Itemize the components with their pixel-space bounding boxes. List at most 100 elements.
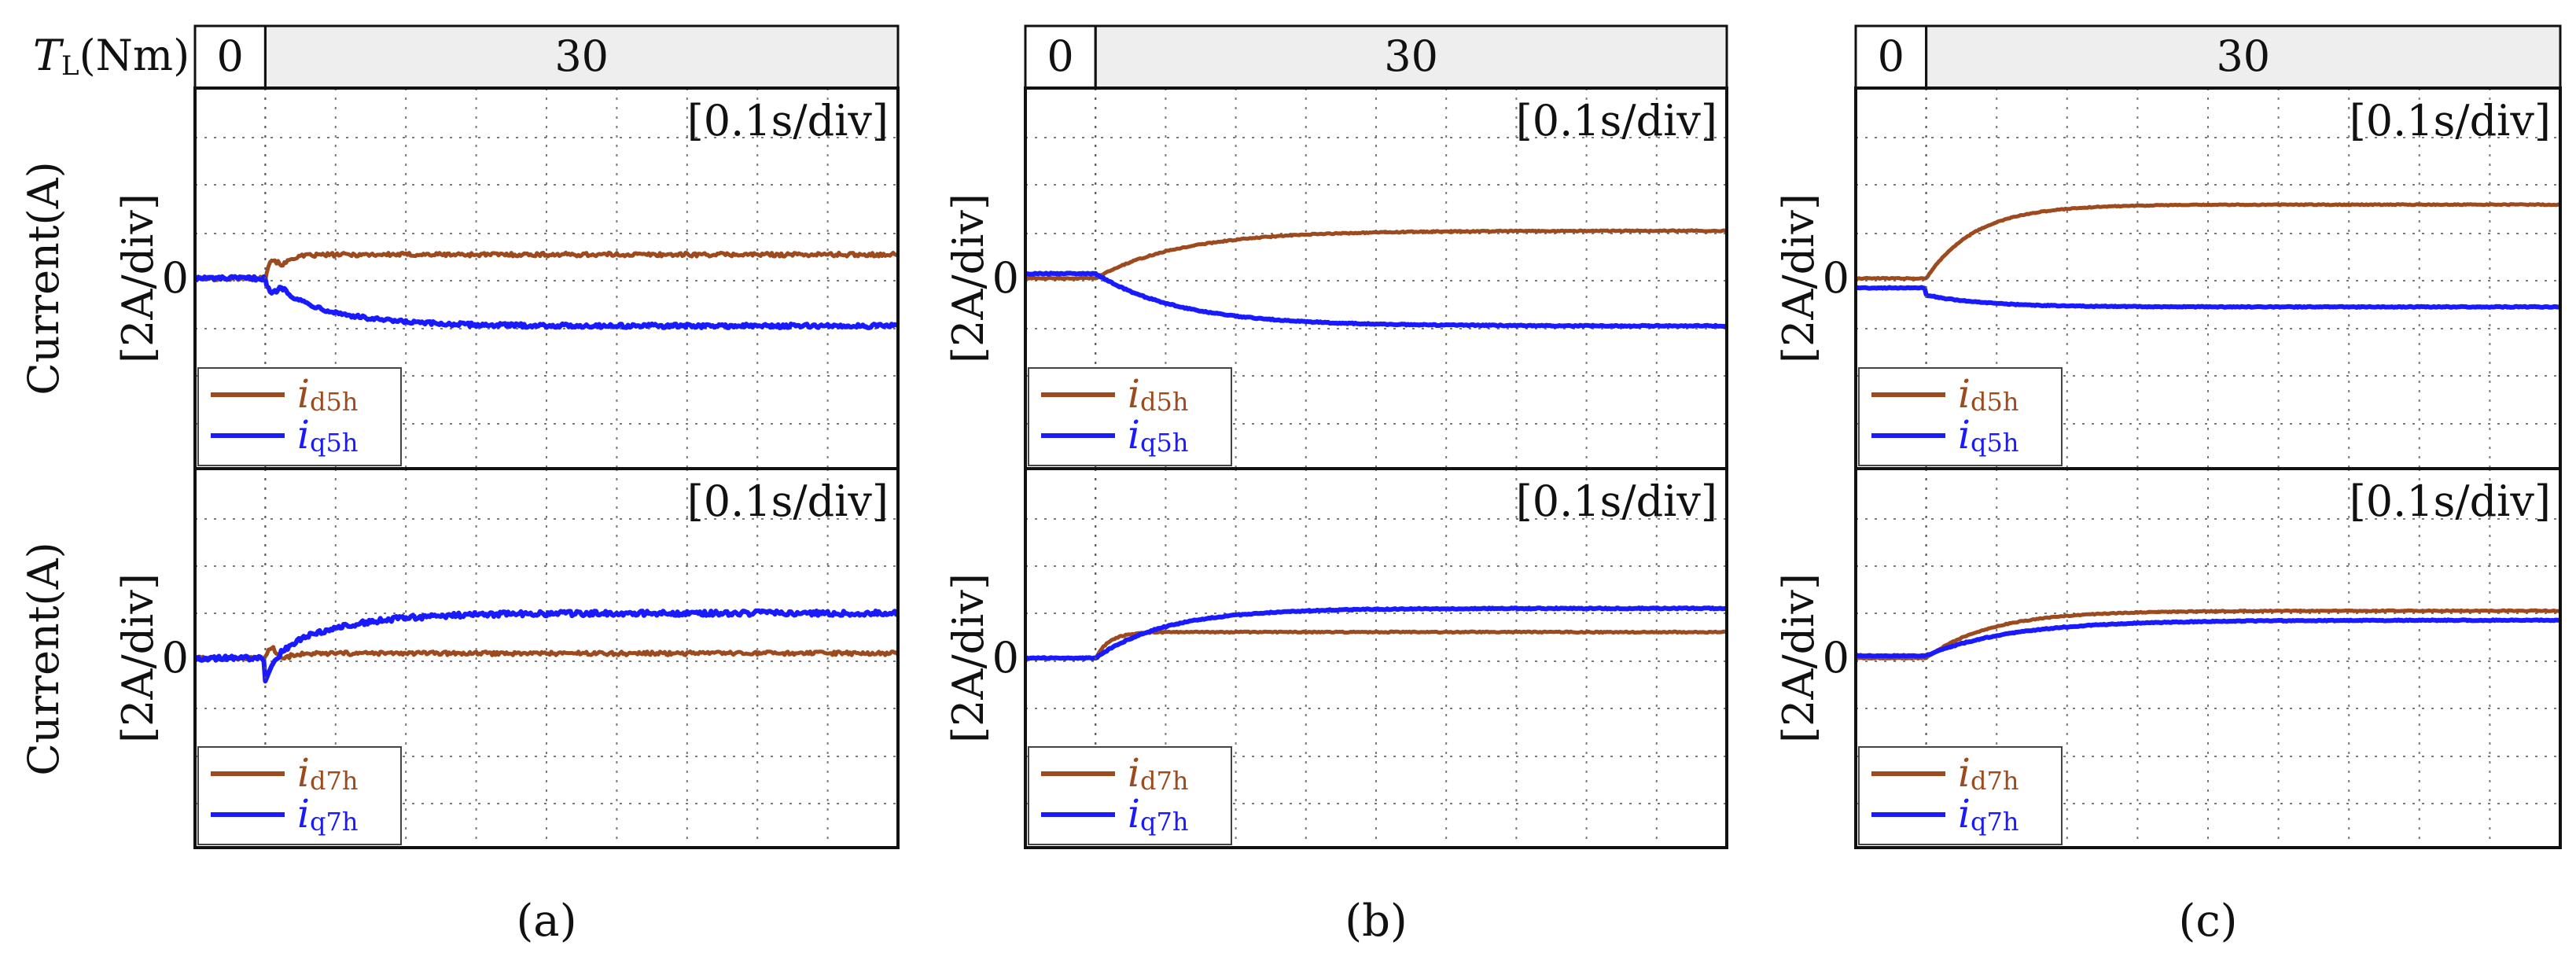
- legend-subscript: q7h: [310, 807, 358, 837]
- legend-entry: id7h: [297, 750, 358, 796]
- plot-frame: [1854, 467, 2562, 849]
- legend-box: [1028, 746, 1232, 845]
- legend-symbol: i: [1128, 750, 1140, 796]
- legend-box: [1858, 746, 2063, 845]
- legend-subscript: d7h: [1140, 766, 1188, 796]
- series-line-id5h: [1856, 202, 2560, 281]
- zero-tick-label: 0: [1823, 633, 1849, 682]
- legend-subscript: q5h: [310, 428, 358, 458]
- panel-caption: (b): [1345, 896, 1408, 947]
- legend-entry: iq7h: [297, 791, 358, 837]
- chart-panel-1: 0 30[0.1s/div][2A/div]0id5hiq5h[0.1s/div]…: [113, 24, 900, 947]
- load-value-before: 0: [217, 31, 244, 81]
- legend-box: [1028, 367, 1232, 466]
- series-group: [1856, 608, 2560, 660]
- legend-subscript: q7h: [1140, 807, 1188, 837]
- zero-tick-label: 0: [992, 253, 1019, 303]
- load-torque-symbol: T: [33, 31, 64, 80]
- series-group: [1025, 228, 1727, 329]
- series-line-iq7h: [1856, 617, 2560, 659]
- legend-subscript: d5h: [310, 387, 358, 417]
- legend-subscript: q5h: [1971, 428, 2018, 458]
- time-div-label: [0.1s/div]: [2350, 96, 2551, 145]
- zero-tick-label: 0: [162, 633, 189, 682]
- load-value-after: 30: [1384, 31, 1438, 81]
- load-value-before: 0: [1047, 31, 1073, 81]
- y-div-label: [2A/div]: [1774, 573, 1823, 743]
- figure-group: TL(Nm)Current(A)Current(A)0 30[0.1s/div][…: [19, 24, 2562, 947]
- legend-subscript: d5h: [1971, 387, 2018, 417]
- series-line-iq5h: [195, 274, 898, 330]
- time-div-label: [0.1s/div]: [1516, 476, 1717, 526]
- legend-entry: iq7h: [1128, 791, 1188, 837]
- series-line-iq5h: [1856, 285, 2560, 310]
- series-line-id7h: [1856, 608, 2560, 660]
- legend-symbol: i: [1958, 412, 1971, 458]
- load-value-after: 30: [554, 31, 609, 81]
- time-div-label: [0.1s/div]: [1516, 96, 1717, 145]
- load-value-after: 30: [2216, 31, 2270, 81]
- y-div-label: [2A/div]: [113, 193, 163, 363]
- legend-entry: id5h: [1958, 371, 2018, 417]
- time-div-label: [0.1s/div]: [2350, 476, 2551, 526]
- legend-symbol: i: [1958, 791, 1971, 837]
- legend-symbol: i: [1958, 371, 1971, 417]
- series-line-iq7h: [1025, 605, 1727, 661]
- load-torque-label: TL(Nm): [33, 31, 190, 82]
- load-torque-subscript: L: [61, 50, 79, 82]
- y-div-label: [2A/div]: [944, 193, 993, 363]
- series-line-id7h: [195, 645, 898, 662]
- zero-tick-label: 0: [992, 633, 1019, 682]
- chart-panel-3: 0 30[0.1s/div][2A/div]0id5hiq5h[0.1s/div]…: [1774, 24, 2562, 947]
- legend-symbol: i: [1128, 371, 1140, 417]
- zero-tick-label: 0: [1823, 253, 1849, 303]
- legend-symbol: i: [297, 750, 310, 796]
- legend-entry: iq5h: [1128, 412, 1188, 458]
- load-header-loaded: [263, 24, 900, 90]
- y-axis-label: Current(A): [19, 161, 68, 395]
- panel-caption: (c): [2178, 896, 2237, 947]
- legend-entry: iq5h: [297, 412, 358, 458]
- legend-entry: id5h: [297, 371, 358, 417]
- legend-subscript: q5h: [1140, 428, 1188, 458]
- load-torque-unit: (Nm): [79, 31, 190, 80]
- plot-frame: [193, 467, 900, 849]
- series-line-iq5h: [1025, 270, 1727, 329]
- legend-entry: id7h: [1958, 750, 2018, 796]
- time-div-label: [0.1s/div]: [687, 96, 889, 145]
- legend-entry: iq7h: [1958, 791, 2018, 837]
- legend-subscript: d7h: [1971, 766, 2018, 796]
- legend-box: [197, 367, 402, 466]
- series-line-id5h: [195, 250, 898, 282]
- chart-panel-2: 0 30[0.1s/div][2A/div]0id5hiq5h[0.1s/div]…: [944, 24, 1728, 947]
- legend-subscript: d5h: [1140, 387, 1188, 417]
- legend-entry: iq5h: [1958, 412, 2018, 458]
- legend-subscript: d7h: [310, 766, 358, 796]
- y-div-label: [2A/div]: [1774, 193, 1823, 363]
- series-group: [1856, 202, 2560, 310]
- legend-subscript: q7h: [1971, 807, 2018, 837]
- legend-box: [1858, 367, 2063, 466]
- legend-symbol: i: [297, 791, 310, 837]
- load-header-loaded: [1094, 24, 1728, 90]
- time-div-label: [0.1s/div]: [687, 476, 889, 526]
- y-div-label: [2A/div]: [113, 573, 163, 743]
- legend-symbol: i: [1128, 412, 1140, 458]
- series-group: [195, 250, 898, 330]
- legend-symbol: i: [297, 371, 310, 417]
- legend-entry: id7h: [1128, 750, 1188, 796]
- y-axis-label: Current(A): [19, 542, 68, 775]
